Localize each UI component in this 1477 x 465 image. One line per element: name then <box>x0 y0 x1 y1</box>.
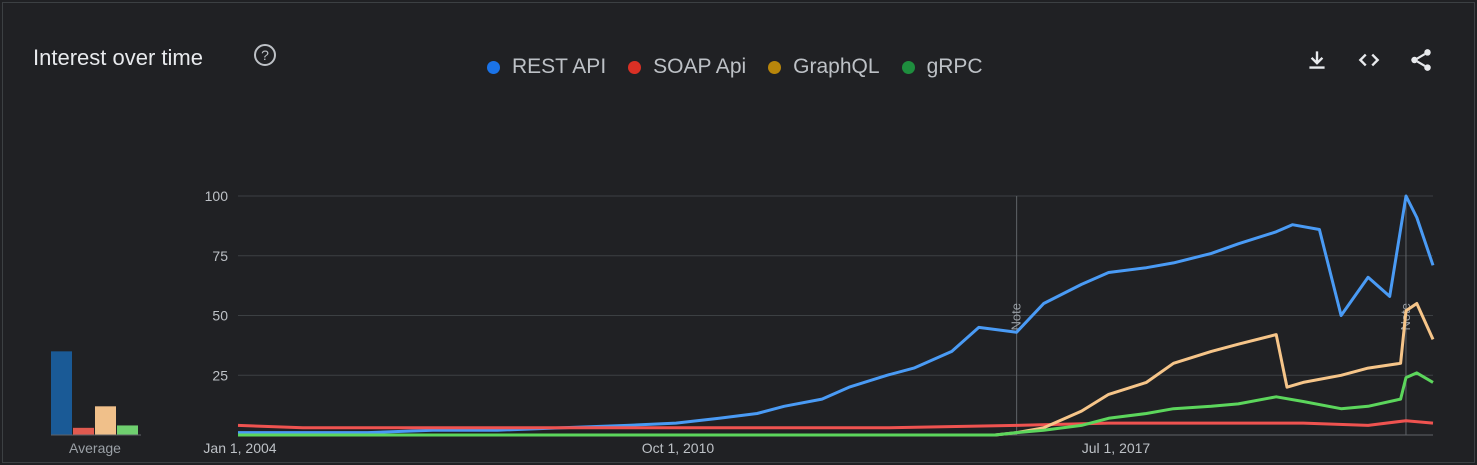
y-tick-label: 75 <box>212 248 228 264</box>
series-line-graphql[interactable] <box>238 302 1435 437</box>
legend-item-rest-api[interactable]: REST API <box>487 55 606 79</box>
y-tick-label: 25 <box>212 367 228 383</box>
chart-legend: REST API SOAP Api GraphQL gRPC <box>487 55 1005 79</box>
card-actions <box>1304 47 1434 73</box>
legend-item-grpc[interactable]: gRPC <box>901 55 983 79</box>
help-circle-icon[interactable]: ? <box>253 43 277 67</box>
y-tick-label: 50 <box>212 308 228 324</box>
chart-grid: 25 50 75 100 <box>205 188 1433 436</box>
download-icon[interactable] <box>1304 47 1330 73</box>
x-tick-label: Jan 1, 2004 <box>203 440 276 456</box>
average-bar-graphql <box>95 406 116 435</box>
average-label: Average <box>69 440 121 456</box>
legend-dot-rest-api <box>487 60 500 74</box>
share-icon[interactable] <box>1408 47 1434 73</box>
series-line-rest-api[interactable] <box>238 194 1435 435</box>
legend-item-graphql[interactable]: GraphQL <box>768 55 880 79</box>
card-title: Interest over time <box>33 45 203 70</box>
x-axis: Jan 1, 2004 Oct 1, 2010 Jul 1, 2017 <box>203 440 1150 456</box>
note-label[interactable]: Note <box>1009 303 1024 330</box>
average-bars <box>51 351 141 436</box>
average-bar-soap-api <box>73 427 94 435</box>
legend-label: REST API <box>512 55 607 78</box>
svg-text:?: ? <box>261 47 269 63</box>
x-tick-label: Jul 1, 2017 <box>1082 440 1151 456</box>
embed-code-icon[interactable] <box>1356 47 1382 73</box>
legend-dot-soap-api <box>628 60 642 74</box>
legend-dot-grpc <box>901 60 915 74</box>
legend-dot-graphql <box>768 60 782 74</box>
legend-item-soap-api[interactable]: SOAP Api <box>628 55 746 79</box>
series-line-grpc[interactable] <box>238 371 1434 437</box>
series-line-soap-api[interactable] <box>237 419 1434 430</box>
average-bar-rest-api <box>51 351 72 435</box>
legend-label: gRPC <box>926 55 983 78</box>
y-tick-label: 100 <box>205 188 229 204</box>
legend-label: GraphQL <box>793 55 880 78</box>
series-lines <box>237 194 1435 437</box>
x-tick-label: Oct 1, 2010 <box>642 440 715 456</box>
legend-label: SOAP Api <box>653 55 747 78</box>
average-bar-grpc <box>117 425 138 435</box>
